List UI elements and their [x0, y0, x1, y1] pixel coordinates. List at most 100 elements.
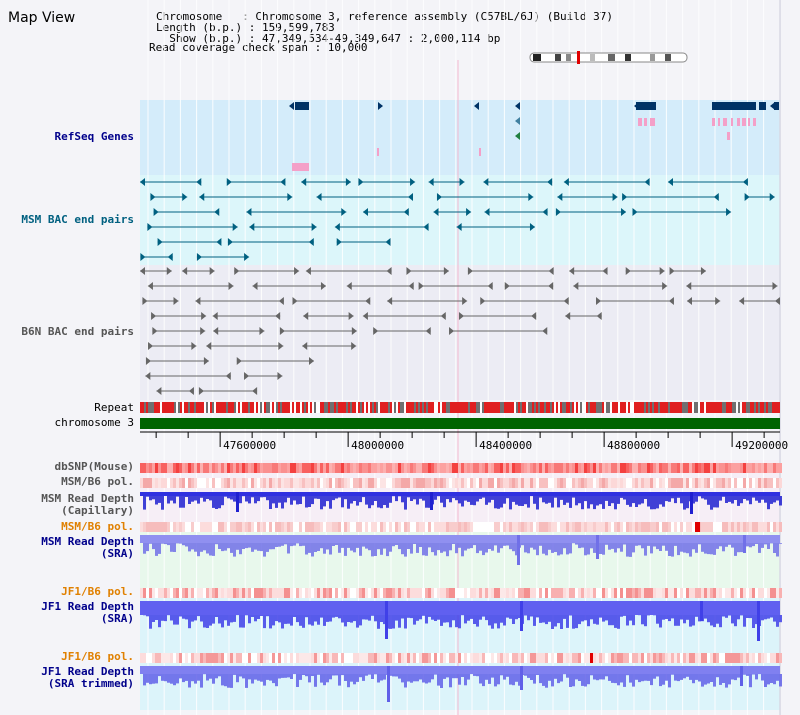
jf1-depth-trim-bar — [377, 674, 380, 683]
repeat-segment — [302, 402, 304, 413]
dbsnp-cell — [176, 463, 179, 473]
jf1-depth-sra-bar — [590, 615, 593, 620]
dbsnp-cell — [311, 463, 314, 473]
msm-pol-cell — [719, 478, 722, 488]
dbsnp-cell — [644, 463, 647, 473]
dbsnp-cell — [170, 463, 173, 473]
msm-depth-sra-bar — [707, 543, 710, 555]
jf1-pol2-cell — [737, 653, 740, 663]
jf1-depth-sra-bar — [545, 615, 548, 625]
msm-pol2-cell — [437, 522, 440, 532]
jf1-depth-sra-bar — [605, 615, 608, 621]
repeat-segment — [432, 402, 434, 413]
msm-pol-cell — [488, 478, 491, 488]
msm-depth-sra-bar — [314, 543, 317, 552]
msm-pol2-cell — [563, 522, 566, 532]
msm-pol2-cell — [761, 522, 764, 532]
jf1-depth-trim-bar — [704, 674, 707, 685]
repeat-segment — [580, 402, 582, 413]
repeat-segment — [448, 402, 450, 413]
jf1-pol-cell — [551, 588, 554, 598]
repeat-segment — [370, 402, 372, 413]
jf1-pol2-cell — [287, 653, 290, 663]
jf1-depth-sra-bar — [251, 615, 254, 617]
jf1-depth-trim-bar — [245, 674, 248, 688]
msm-depth-cap-bar — [209, 496, 212, 501]
jf1-depth-sra-bar — [272, 615, 275, 626]
msm-depth-sra-bar — [731, 543, 734, 548]
msm-pol-cell — [230, 478, 233, 488]
msm-pol-cell — [461, 478, 464, 488]
jf1-pol2-cell — [155, 653, 158, 663]
msm-pol-cell — [581, 478, 584, 488]
msm-pol2-cell — [596, 522, 599, 532]
msm-pol2-cell — [632, 522, 635, 532]
jf1-depth-trim-bar — [776, 674, 779, 681]
b6n-bac-end — [252, 282, 258, 290]
jf1-depth-trim-bar — [689, 674, 692, 680]
jf1-pol-cell — [515, 588, 518, 598]
jf1-depth-trim-bar — [671, 674, 674, 675]
jf1-pol-cell — [722, 588, 725, 598]
b6n-bac-end — [234, 267, 240, 275]
msm-depth-sra-bar — [260, 543, 263, 552]
msm-depth-sra-bar — [689, 543, 692, 557]
jf1-depth-trim-bar — [332, 674, 335, 676]
msm-pol-cell — [575, 478, 578, 488]
jf1-depth-sra-bar — [440, 615, 443, 626]
b6n-bac-end — [715, 297, 721, 305]
jf1-depth-trim-bar — [533, 674, 536, 684]
repeat-segment — [650, 402, 652, 413]
repeat-segment — [404, 402, 406, 413]
jf1-pol-cell — [338, 588, 341, 598]
jf1-pol2-cell — [557, 653, 560, 663]
msm-depth-cap-bar — [629, 496, 632, 507]
repeat-segment — [358, 402, 360, 413]
repeat-segment — [702, 402, 704, 413]
jf1-pol2-cell — [497, 653, 500, 663]
repeat-segment — [278, 402, 280, 413]
gene-pink-block — [753, 118, 756, 126]
msm-pol-cell — [533, 478, 536, 488]
msm-depth-cap-bar — [464, 496, 467, 501]
repeat-segment — [478, 402, 480, 413]
jf1-pol-cell — [179, 588, 182, 598]
jf1-pol2-cell — [356, 653, 359, 663]
jf1-depth-sra-bar — [662, 615, 665, 620]
jf1-depth-sra-bar — [188, 615, 191, 629]
jf1-pol-cell — [737, 588, 740, 598]
jf1-pol2-cell — [707, 653, 710, 663]
jf1-depth-trim-bar — [143, 674, 146, 686]
dbsnp-cell — [704, 463, 707, 473]
msm-pol-cell — [182, 478, 185, 488]
jf1-pol-cell — [464, 588, 467, 598]
msm-depth-cap-bar — [338, 496, 341, 498]
msm-pol2-cell — [392, 522, 395, 532]
jf1-depth-sra-bar — [353, 615, 356, 622]
jf1-depth-sra-bar — [602, 615, 605, 622]
msm-depth-cap-bar — [353, 496, 356, 501]
b6n-bac-end — [236, 357, 242, 365]
jf1-pol2-cell — [641, 653, 644, 663]
b6n-bac-end — [212, 312, 218, 320]
repeat-segment — [758, 402, 760, 413]
repeat-segment — [620, 402, 622, 413]
msm-pol2-cell — [605, 522, 608, 532]
jf1-depth-sra-bar — [554, 615, 557, 627]
msm-depth-sra-bar — [617, 543, 620, 549]
msm-pol2-cell — [383, 522, 386, 532]
repeat-segment — [686, 402, 688, 413]
jf1-pol2-cell — [500, 653, 503, 663]
msm-pol-cell — [266, 478, 269, 488]
repeat-segment — [778, 402, 780, 413]
msm-bac-end — [667, 178, 673, 186]
jf1-depth-trim-bar — [425, 674, 428, 684]
b6n-bac-end — [228, 282, 234, 290]
jf1-depth-sra-bar — [779, 615, 782, 623]
msm-pol2-cell — [227, 522, 230, 532]
msm-pol-cell — [467, 478, 470, 488]
jf1-pol2-cell — [632, 653, 635, 663]
msm-pol2-cell — [323, 522, 326, 532]
msm-pol2-cell — [512, 522, 515, 532]
jf1-depth-trim-bar — [722, 674, 725, 683]
